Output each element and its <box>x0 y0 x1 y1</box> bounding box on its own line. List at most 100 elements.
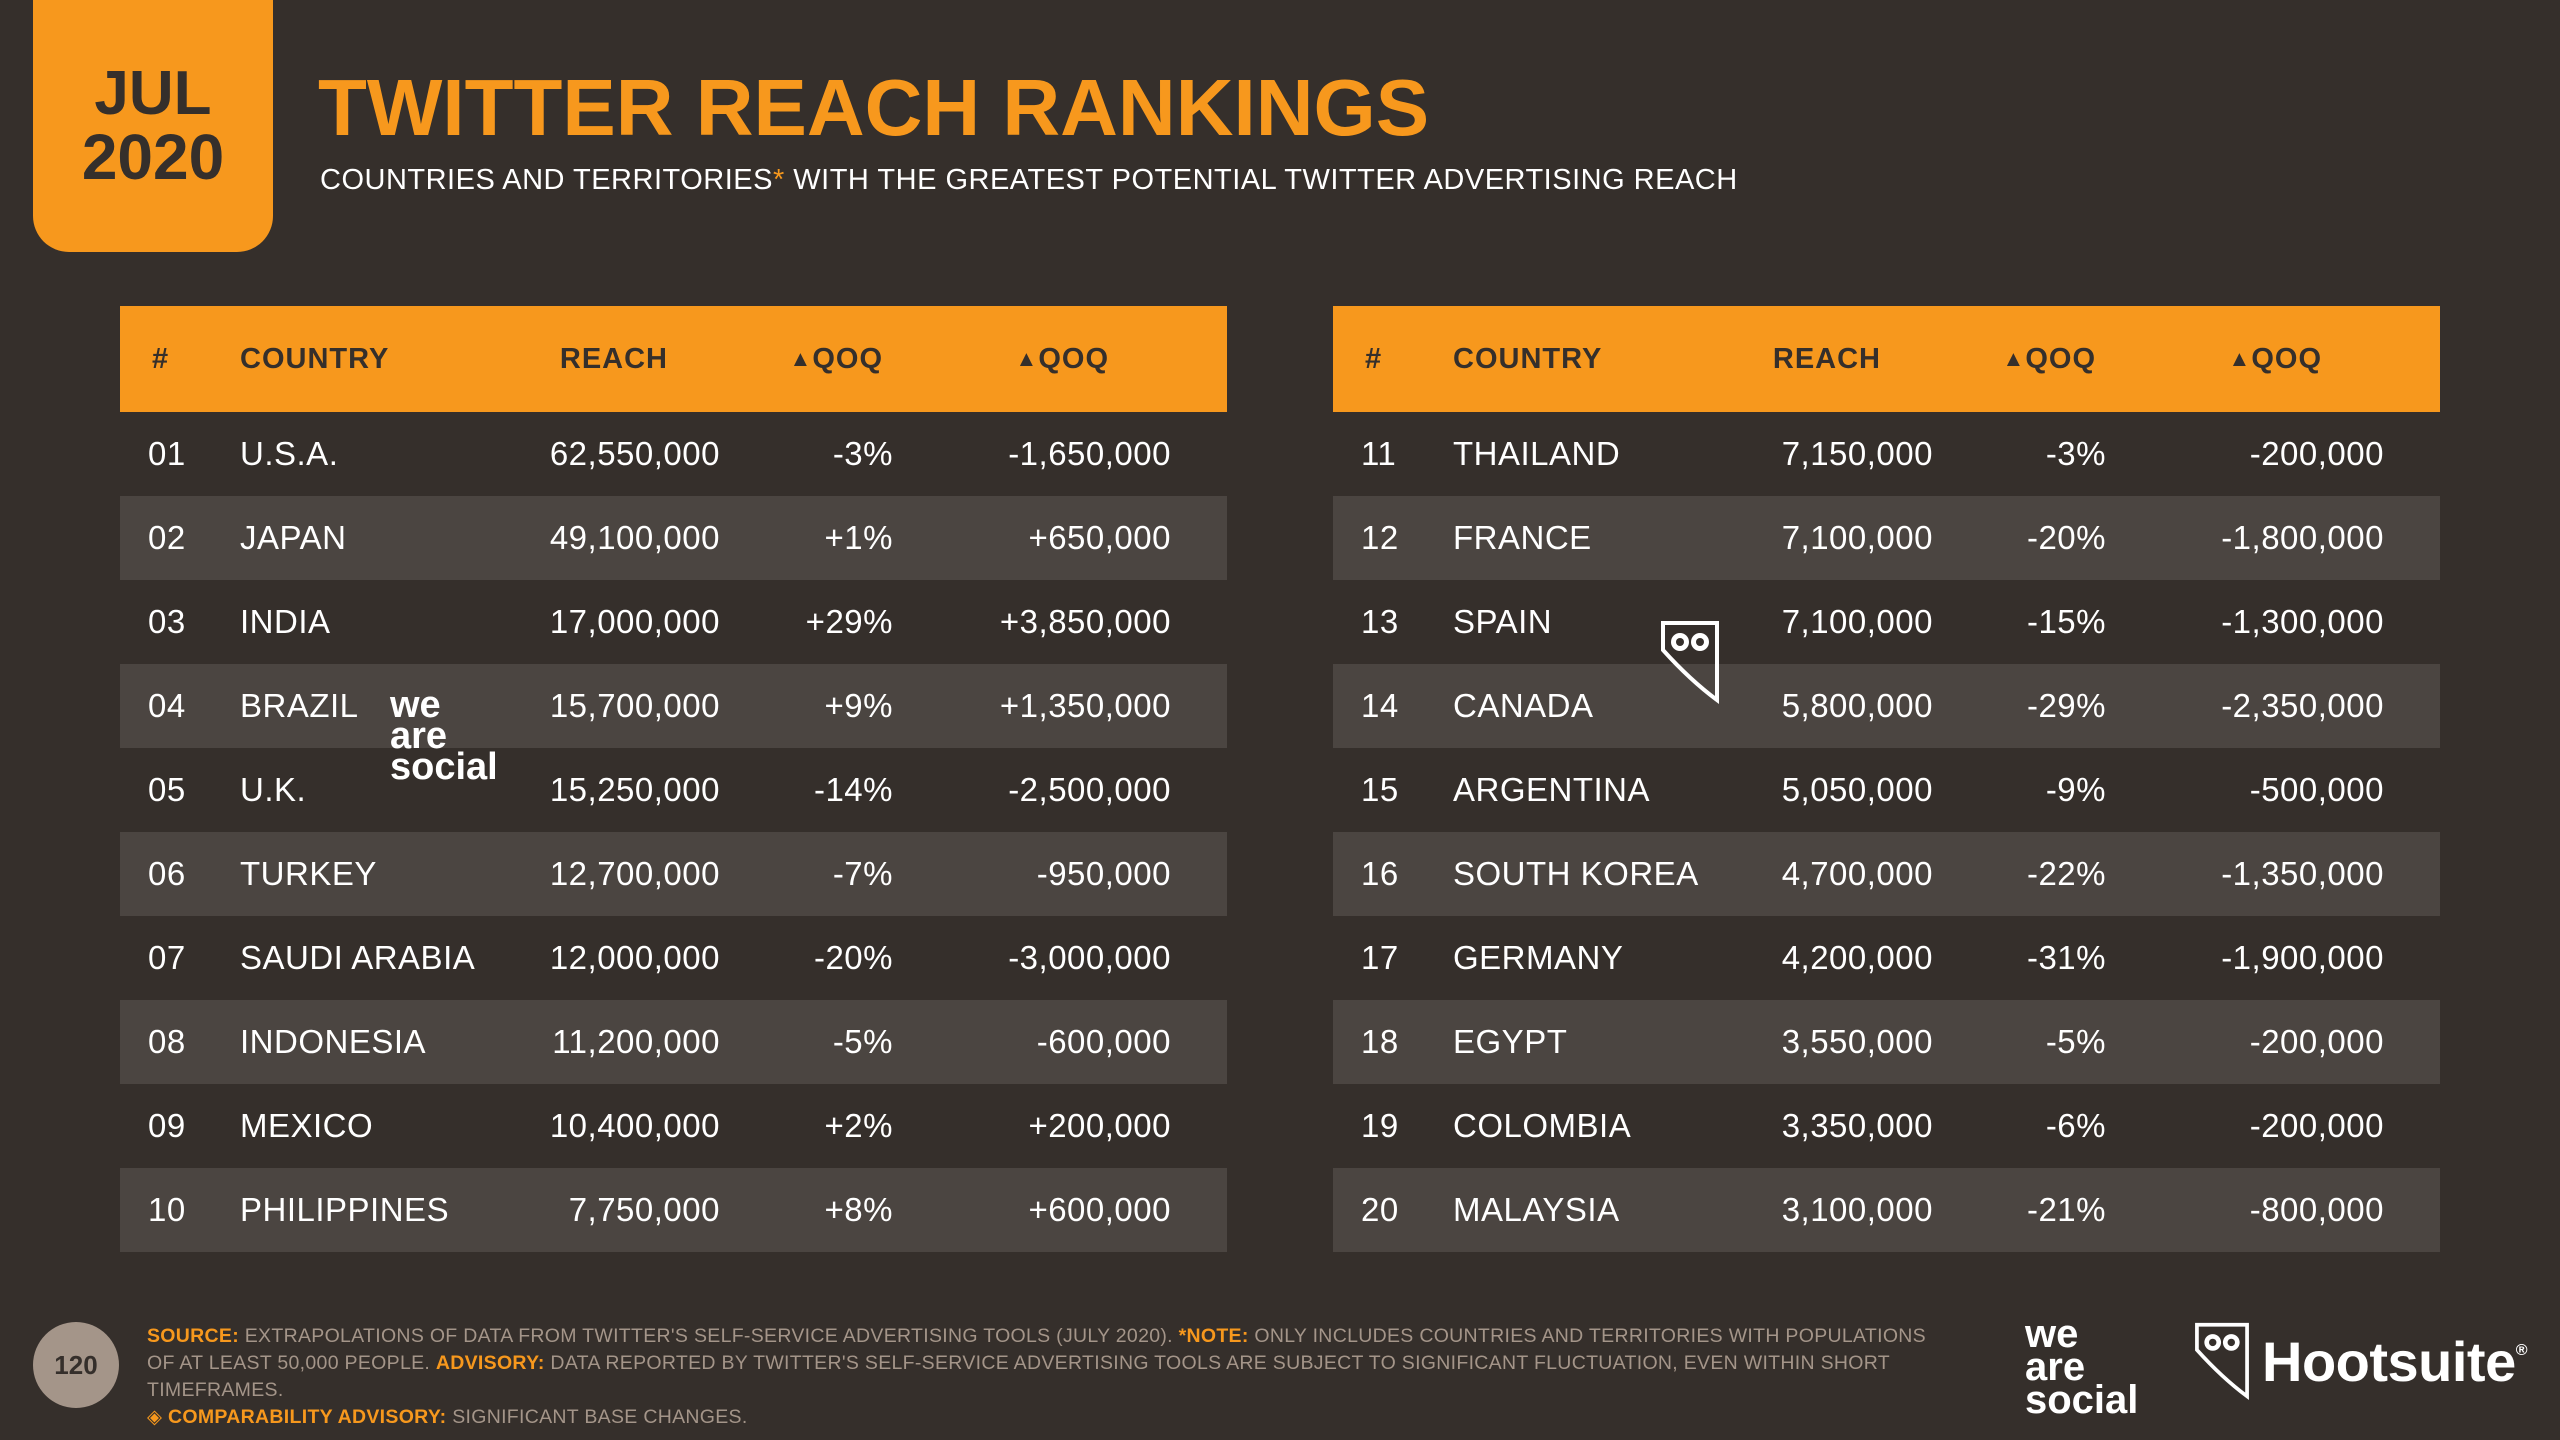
table-row: 20 MALAYSIA 3,100,000 -21% -800,000 <box>1333 1168 2440 1252</box>
table-row: 14 CANADA 5,800,000 -29% -2,350,000 <box>1333 664 2440 748</box>
country-cell: FRANCE <box>1453 519 1592 556</box>
qoq-pct-cell: -3% <box>2045 435 2106 472</box>
rank-cell: 20 <box>1361 1191 1399 1228</box>
rank-cell: 18 <box>1361 1023 1399 1060</box>
reach-cell: 7,750,000 <box>568 1191 720 1228</box>
qoq-abs-cell: -950,000 <box>1036 855 1171 892</box>
qoq-abs-cell: -200,000 <box>2249 1107 2384 1144</box>
rank-cell: 13 <box>1361 603 1399 640</box>
table-row: 15 ARGENTINA 5,050,000 -9% -500,000 <box>1333 748 2440 832</box>
wm-we: we <box>390 684 441 726</box>
table-row: 03 INDIA 17,000,000 +29% +3,850,000 <box>120 580 1227 664</box>
comparability-label: ◈ COMPARABILITY ADVISORY: <box>147 1406 447 1428</box>
qoq-abs-cell: -600,000 <box>1036 1023 1171 1060</box>
header-qoq-pct-label: QOQ <box>2025 342 2096 375</box>
qoq-pct-cell: -20% <box>813 939 893 976</box>
country-cell: CANADA <box>1453 687 1594 724</box>
wearesocial-logo: we are social <box>2025 1312 2139 1423</box>
country-cell: GERMANY <box>1453 939 1624 976</box>
reach-cell: 7,100,000 <box>1781 603 1933 640</box>
table-row: 18 EGYPT 3,550,000 -5% -200,000 <box>1333 1000 2440 1084</box>
reach-cell: 17,000,000 <box>549 603 720 640</box>
qoq-pct-cell: -9% <box>2045 771 2106 808</box>
page-title: TWITTER REACH RANKINGS <box>318 63 1430 152</box>
qoq-pct-cell: -7% <box>832 855 893 892</box>
note-label: *NOTE: <box>1178 1325 1249 1347</box>
table-row: 17 GERMANY 4,200,000 -31% -1,900,000 <box>1333 916 2440 1000</box>
reach-cell: 62,550,000 <box>549 435 720 472</box>
rank-cell: 02 <box>148 519 186 556</box>
table-row: 02 JAPAN 49,100,000 +1% +650,000 <box>120 496 1227 580</box>
table-row: 09 MEXICO 10,400,000 +2% +200,000 <box>120 1084 1227 1168</box>
qoq-pct-cell: +1% <box>824 519 893 556</box>
header-reach: REACH <box>559 342 668 375</box>
rank-cell: 01 <box>148 435 186 472</box>
country-cell: MEXICO <box>240 1107 374 1144</box>
subtitle-text: COUNTRIES AND TERRITORIES <box>320 164 773 196</box>
wm-social: social <box>390 746 498 789</box>
header-num: # <box>1365 342 1383 375</box>
country-cell: SOUTH KOREA <box>1453 855 1699 892</box>
page-subtitle: COUNTRIES AND TERRITORIES* WITH THE GREA… <box>320 164 1738 197</box>
logo-social: social <box>2025 1378 2139 1423</box>
qoq-pct-cell: +29% <box>805 603 893 640</box>
qoq-abs-cell: -2,500,000 <box>1008 771 1171 808</box>
qoq-abs-cell: +600,000 <box>1028 1191 1171 1228</box>
qoq-pct-cell: -22% <box>2026 855 2106 892</box>
header-qoq-pct: ▲QOQ <box>720 343 893 376</box>
header-num: # <box>152 342 170 375</box>
page-number: 120 <box>33 1322 119 1408</box>
country-cell: MALAYSIA <box>1453 1191 1620 1228</box>
advisory-label: ADVISORY: <box>435 1352 545 1374</box>
source-label: SOURCE: <box>147 1325 240 1347</box>
rank-cell: 06 <box>148 855 186 892</box>
reach-cell: 3,100,000 <box>1781 1191 1933 1228</box>
country-cell: SAUDI ARABIA <box>240 939 476 976</box>
rank-cell: 05 <box>148 771 186 808</box>
delta-icon: ▲ <box>789 345 813 371</box>
country-cell: ARGENTINA <box>1453 771 1651 808</box>
badge-year: 2020 <box>81 120 225 193</box>
reach-cell: 5,800,000 <box>1781 687 1933 724</box>
qoq-pct-cell: -3% <box>832 435 893 472</box>
qoq-pct-cell: +8% <box>824 1191 893 1228</box>
table-row: 08 INDONESIA 11,200,000 -5% -600,000 <box>120 1000 1227 1084</box>
qoq-pct-cell: -5% <box>832 1023 893 1060</box>
country-cell: PHILIPPINES <box>240 1191 450 1228</box>
qoq-pct-cell: +9% <box>824 687 893 724</box>
table-row: 13 SPAIN 7,100,000 -15% -1,300,000 <box>1333 580 2440 664</box>
rank-cell: 19 <box>1361 1107 1399 1144</box>
country-cell: TURKEY <box>240 855 377 892</box>
reach-cell: 4,200,000 <box>1781 939 1933 976</box>
qoq-pct-cell: -14% <box>813 771 893 808</box>
qoq-abs-cell: -800,000 <box>2249 1191 2384 1228</box>
qoq-abs-cell: -1,300,000 <box>2221 603 2384 640</box>
qoq-pct-cell: -15% <box>2026 603 2106 640</box>
rank-cell: 15 <box>1361 771 1399 808</box>
note-text: ONLY INCLUDES COUNTRIES AND TERRITORIES … <box>147 1325 1926 1374</box>
footer-notes: SOURCE: EXTRAPOLATIONS OF DATA FROM TWIT… <box>147 1323 1947 1431</box>
header-qoq-pct: ▲QOQ <box>1933 343 2106 376</box>
rank-cell: 17 <box>1361 939 1399 976</box>
logo-we: we <box>2025 1312 2079 1356</box>
reach-cell: 12,000,000 <box>549 939 720 976</box>
qoq-abs-cell: -2,350,000 <box>2221 687 2384 724</box>
table-row: 07 SAUDI ARABIA 12,000,000 -20% -3,000,000 <box>120 916 1227 1000</box>
qoq-abs-cell: -200,000 <box>2249 1023 2384 1060</box>
table-header: # COUNTRY REACH ▲QOQ ▲QOQ <box>120 306 1227 412</box>
qoq-abs-cell: -1,350,000 <box>2221 855 2384 892</box>
reach-cell: 4,700,000 <box>1781 855 1933 892</box>
table-row: 11 THAILAND 7,150,000 -3% -200,000 <box>1333 412 2440 496</box>
owl-icon <box>2195 1322 2249 1400</box>
table-row: 06 TURKEY 12,700,000 -7% -950,000 <box>120 832 1227 916</box>
qoq-abs-cell: -1,800,000 <box>2221 519 2384 556</box>
delta-icon: ▲ <box>2002 345 2026 371</box>
qoq-abs-cell: -3,000,000 <box>1008 939 1171 976</box>
country-cell: THAILAND <box>1453 435 1621 472</box>
table-row: 10 PHILIPPINES 7,750,000 +8% +600,000 <box>120 1168 1227 1252</box>
table-row: 04 BRAZIL 15,700,000 +9% +1,350,000 <box>120 664 1227 748</box>
reach-cell: 3,350,000 <box>1781 1107 1933 1144</box>
reach-cell: 11,200,000 <box>552 1023 720 1060</box>
wearesocial-watermark: we are social <box>390 684 498 789</box>
qoq-pct-cell: -21% <box>2026 1191 2106 1228</box>
